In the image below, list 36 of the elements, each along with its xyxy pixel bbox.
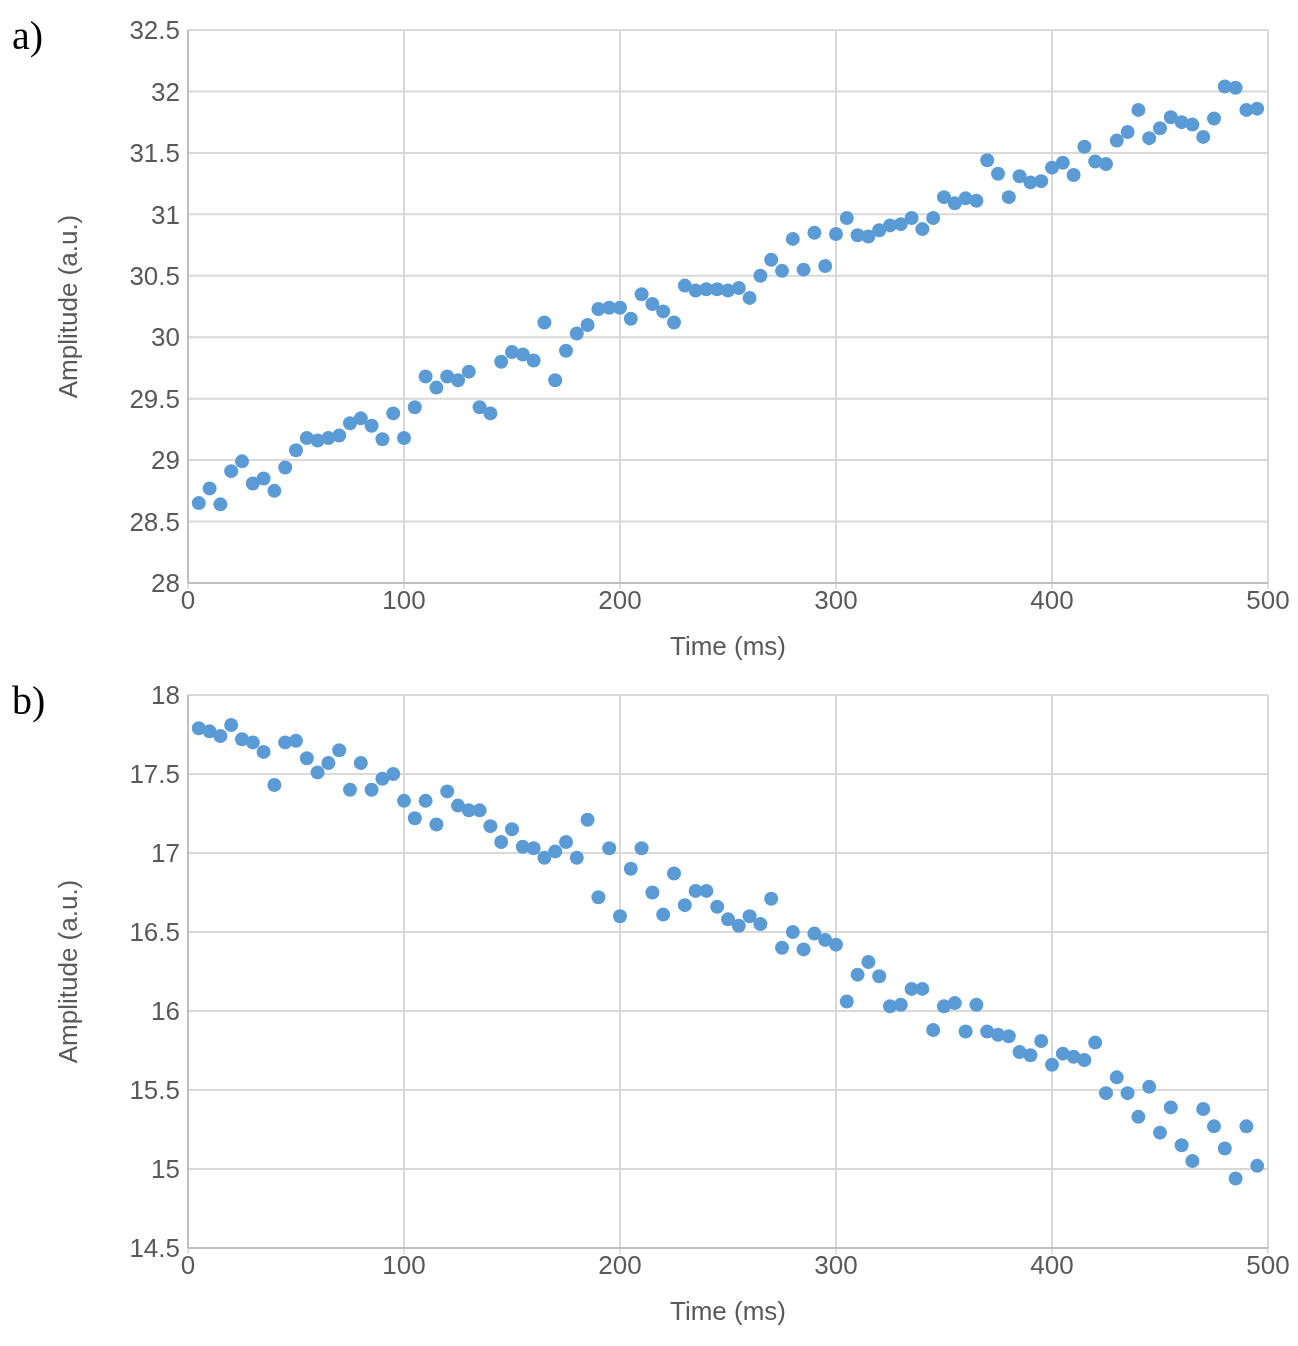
x-axis-title: Time (ms) (669, 1296, 787, 1326)
y-tick-label: 17 (151, 838, 180, 869)
y-tick-label: 15 (151, 1154, 180, 1185)
x-tick-label: 200 (598, 1250, 642, 1281)
y-tick-label: 15.5 (129, 1075, 180, 1106)
y-tick-label: 16.5 (129, 917, 180, 948)
text: a) (12, 12, 44, 59)
x-tick-label: 400 (1030, 585, 1074, 616)
y-tick-label: 30.5 (129, 261, 180, 292)
x-tick-label: 100 (382, 1250, 426, 1281)
y-tick-label: 32.5 (129, 15, 180, 46)
x-tick-label: 500 (1246, 1250, 1290, 1281)
text: b) (12, 677, 46, 724)
y-tick-label: 29 (151, 445, 180, 476)
y-axis-title: Amplitude (a.u.) (53, 214, 84, 399)
y-tick-label: 16 (151, 996, 180, 1027)
y-tick-label: 32 (151, 76, 180, 107)
x-tick-label: 0 (180, 1250, 196, 1281)
x-tick-label: 0 (180, 585, 196, 616)
y-tick-label: 30 (151, 322, 180, 353)
x-tick-label: 200 (598, 585, 642, 616)
x-axis-title: Time (ms) (669, 631, 787, 661)
x-tick-label: 500 (1246, 585, 1290, 616)
x-tick-label: 300 (814, 1250, 858, 1281)
y-tick-label: 14.5 (129, 1233, 180, 1264)
y-tick-label: 29.5 (129, 383, 180, 414)
y-tick-label: 18 (151, 680, 180, 711)
y-axis-title: Amplitude (a.u.) (53, 879, 84, 1064)
x-tick-label: 100 (382, 585, 426, 616)
y-tick-label: 28 (151, 568, 180, 599)
y-tick-label: 28.5 (129, 506, 180, 537)
y-tick-label: 17.5 (129, 759, 180, 790)
x-tick-label: 400 (1030, 1250, 1074, 1281)
y-tick-label: 31.5 (129, 138, 180, 169)
x-tick-label: 300 (814, 585, 858, 616)
y-tick-label: 31 (151, 199, 180, 230)
